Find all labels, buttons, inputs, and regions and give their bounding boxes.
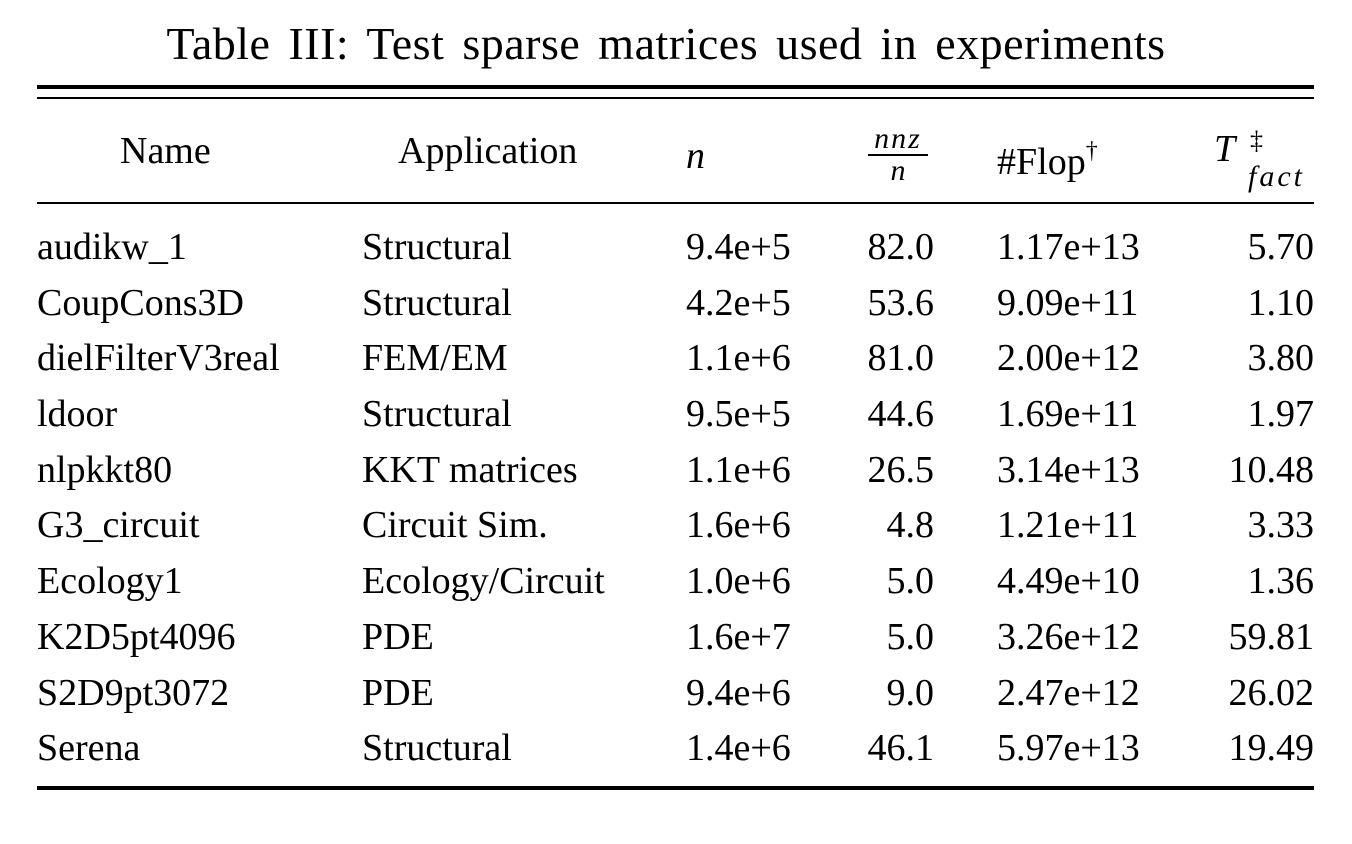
cell-t-fact: 5.70 [1247, 226, 1315, 268]
header-flop: #Flop† [997, 128, 1098, 185]
table-row: CoupCons3D Structural 4.2e+5 53.6 9.09e+… [0, 276, 1352, 332]
cell-application: KKT matrices [362, 448, 578, 491]
cell-application: Structural [362, 393, 512, 436]
table-row: K2D5pt4096 PDE 1.6e+7 5.0 3.26e+12 59.81 [0, 610, 1352, 666]
cell-name: audikw_1 [37, 226, 187, 268]
cell-name: dielFilterV3real [37, 337, 280, 380]
cell-n: 4.2e+5 [686, 281, 791, 324]
cell-application: Structural [362, 727, 512, 770]
cell-name: Ecology1 [37, 560, 183, 603]
cell-name: ldoor [37, 393, 118, 436]
cell-t-fact: 19.49 [1228, 727, 1315, 770]
cell-nnz-per-n: 26.5 [867, 448, 935, 491]
cell-nnz-per-n: 5.0 [886, 560, 935, 603]
cell-flop: 2.47e+12 [997, 671, 1140, 714]
header-n: n [686, 135, 705, 177]
table-row: S2D9pt3072 PDE 9.4e+6 9.0 2.47e+12 26.02 [0, 666, 1352, 722]
cell-n: 1.1e+6 [686, 448, 791, 491]
header-nnz-denominator: n [890, 154, 906, 187]
cell-nnz-per-n: 4.8 [886, 504, 935, 547]
cell-name: Serena [37, 727, 141, 770]
header-name: Name [120, 130, 211, 172]
table-caption: Table III: Test sparse matrices used in … [166, 18, 1166, 69]
cell-t-fact: 1.10 [1247, 281, 1315, 324]
cell-name: K2D5pt4096 [37, 615, 236, 658]
header-nnz-numerator: nnz [874, 122, 922, 155]
cell-name: G3_circuit [37, 504, 200, 547]
cell-flop: 1.69e+11 [997, 393, 1139, 436]
cell-t-fact: 10.48 [1228, 448, 1315, 491]
cell-nnz-per-n: 9.0 [886, 671, 935, 714]
header-t-subscript: fact [1248, 160, 1305, 193]
cell-application: PDE [362, 615, 434, 658]
cell-n: 1.0e+6 [686, 560, 791, 603]
table-row: G3_circuit Circuit Sim. 1.6e+6 4.8 1.21e… [0, 498, 1352, 554]
table-row: dielFilterV3real FEM/EM 1.1e+6 81.0 2.00… [0, 331, 1352, 387]
cell-n: 9.4e+5 [686, 226, 791, 268]
header-nnz-per-n: nnz n [866, 124, 930, 186]
cell-nnz-per-n: 53.6 [867, 281, 935, 324]
table-row: ldoor Structural 9.5e+5 44.6 1.69e+11 1.… [0, 387, 1352, 443]
top-rule-thick [37, 85, 1314, 89]
cell-n: 1.6e+7 [686, 615, 791, 658]
header-t-base: T [1214, 128, 1236, 170]
cell-n: 1.1e+6 [686, 337, 791, 380]
table-row: nlpkkt80 KKT matrices 1.1e+6 26.5 3.14e+… [0, 443, 1352, 499]
cell-flop: 1.17e+13 [997, 226, 1140, 268]
cell-flop: 4.49e+10 [997, 560, 1140, 603]
header-flop-label: #Flop [997, 141, 1086, 183]
cell-flop: 3.14e+13 [997, 448, 1140, 491]
cell-t-fact: 3.80 [1247, 337, 1315, 380]
cell-t-fact: 26.02 [1228, 671, 1315, 714]
top-rule-thin [37, 97, 1314, 99]
cell-nnz-per-n: 82.0 [867, 226, 935, 268]
cell-application: Circuit Sim. [362, 504, 548, 547]
header-flop-footnote-mark: † [1085, 138, 1098, 164]
table-row: audikw_1 Structural 9.4e+5 82.0 1.17e+13… [0, 220, 1352, 276]
cell-application: Structural [362, 226, 512, 268]
cell-t-fact: 1.97 [1247, 393, 1315, 436]
header-t-footnote-mark: ‡ [1250, 126, 1263, 155]
cell-n: 1.6e+6 [686, 504, 791, 547]
cell-nnz-per-n: 5.0 [886, 615, 935, 658]
cell-flop: 5.97e+13 [997, 727, 1140, 770]
cell-name: S2D9pt3072 [37, 671, 230, 714]
cell-application: Structural [362, 281, 512, 324]
cell-nnz-per-n: 81.0 [867, 337, 935, 380]
bottom-rule [37, 786, 1314, 790]
cell-t-fact: 3.33 [1247, 504, 1315, 547]
header-application: Application [398, 130, 578, 172]
header-t-fact: T ‡ fact [1214, 126, 1302, 193]
cell-application: Ecology/Circuit [362, 560, 605, 603]
cell-name: nlpkkt80 [37, 448, 173, 491]
cell-t-fact: 1.36 [1247, 560, 1315, 603]
cell-name: CoupCons3D [37, 281, 244, 324]
cell-flop: 2.00e+12 [997, 337, 1140, 380]
cell-application: FEM/EM [362, 337, 508, 380]
cell-flop: 1.21e+11 [997, 504, 1139, 547]
header-rule [37, 202, 1314, 204]
cell-nnz-per-n: 46.1 [867, 727, 935, 770]
table-row: Ecology1 Ecology/Circuit 1.0e+6 5.0 4.49… [0, 554, 1352, 610]
cell-flop: 9.09e+11 [997, 281, 1139, 324]
cell-t-fact: 59.81 [1228, 615, 1315, 658]
table-body: audikw_1 Structural 9.4e+5 82.0 1.17e+13… [0, 220, 1352, 777]
cell-nnz-per-n: 44.6 [867, 393, 935, 436]
cell-flop: 3.26e+12 [997, 615, 1140, 658]
cell-n: 1.4e+6 [686, 727, 791, 770]
cell-n: 9.5e+5 [686, 393, 791, 436]
cell-n: 9.4e+6 [686, 671, 791, 714]
fraction-bar [868, 154, 928, 156]
table-row: Serena Structural 1.4e+6 46.1 5.97e+13 1… [0, 721, 1352, 777]
cell-application: PDE [362, 671, 434, 714]
